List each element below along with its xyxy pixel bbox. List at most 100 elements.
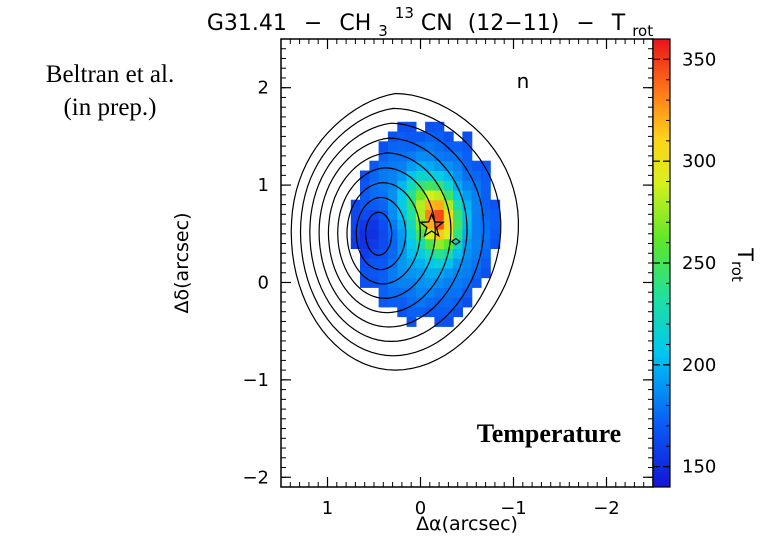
heatmap-pixel <box>406 258 417 269</box>
title-quantity: T <box>611 11 626 36</box>
title-source: G31.41 <box>207 11 287 36</box>
heatmap-pixel <box>387 141 398 152</box>
colorbar-tick-label: 200 <box>682 355 716 376</box>
x-axis-label: Δα(arcsec) <box>416 513 518 535</box>
heatmap-pixel <box>443 170 454 181</box>
heatmap-pixel <box>406 180 417 191</box>
heatmap-pixel <box>453 258 463 269</box>
heatmap-pixel <box>425 190 435 201</box>
heatmap-pixel <box>425 277 435 288</box>
heatmap-pixel <box>397 287 408 298</box>
heatmap-pixel <box>378 141 389 152</box>
heatmap-pixel <box>434 160 445 171</box>
heatmap-pixel <box>360 228 370 240</box>
heatmap-pixel <box>434 238 445 249</box>
heatmap-pixel <box>397 238 408 249</box>
heatmap-pixel <box>480 199 491 210</box>
heatmap-pixel <box>425 131 435 142</box>
axis-ticks: 1 0 −1 −2 2 1 0 −1 −2 <box>242 39 653 519</box>
heatmap-pixel <box>415 219 426 230</box>
heatmap-pixel <box>443 190 454 201</box>
heatmap-pixel <box>443 316 454 327</box>
heatmap-pixel <box>387 277 398 288</box>
heatmap-pixel <box>425 287 435 298</box>
heatmap-pixel <box>378 151 389 162</box>
heatmap-pixel <box>425 160 435 171</box>
heatmap-pixel <box>480 209 491 220</box>
heatmap-pixel <box>453 151 463 162</box>
heatmap-pixel <box>406 277 417 288</box>
heatmap-pixel <box>462 170 473 181</box>
title-transition: (12−11) <box>468 11 560 36</box>
heatmap-pixel <box>369 199 380 210</box>
heatmap-pixel <box>453 306 463 318</box>
marker-layer <box>418 212 461 246</box>
heatmap-pixel <box>471 180 482 191</box>
heatmap-pixel <box>434 180 445 191</box>
heatmap-pixel <box>434 258 445 269</box>
heatmap-pixel <box>453 199 463 210</box>
heatmap-pixel <box>350 219 361 230</box>
heatmap-pixel <box>453 248 463 259</box>
heatmap-pixel <box>425 297 435 308</box>
x-tick-label: 0 <box>415 498 426 519</box>
heatmap-pixel <box>425 170 435 181</box>
heatmap-pixel <box>434 199 445 210</box>
heatmap-pixel <box>443 248 454 259</box>
heatmap-pixel <box>471 170 482 181</box>
heatmap-pixel <box>425 209 435 220</box>
heatmap-pixel <box>397 267 408 279</box>
x-tick-label: 1 <box>322 498 333 519</box>
heatmap-pixel <box>434 141 445 152</box>
heatmap-pixel <box>462 267 473 279</box>
heatmap-pixel <box>378 258 389 269</box>
heatmap-pixel <box>434 287 445 298</box>
heatmap-pixel <box>387 287 398 298</box>
temperature-heatmap <box>350 121 501 327</box>
heatmap-pixel <box>397 277 408 288</box>
heatmap-pixel <box>360 180 370 191</box>
heatmap-pixel <box>369 170 380 181</box>
heatmap-pixel <box>369 238 380 249</box>
contour-level <box>299 107 502 357</box>
heatmap-pixel <box>480 258 491 269</box>
heatmap-pixel <box>453 219 463 230</box>
heatmap-pixel <box>415 248 426 259</box>
heatmap-pixel <box>378 267 389 279</box>
heatmap-pixel <box>369 258 380 269</box>
heatmap-pixel <box>434 170 445 181</box>
heatmap-pixel <box>462 277 473 288</box>
heatmap-pixel <box>397 219 408 230</box>
heatmap-pixel <box>387 297 398 308</box>
heatmap-pixel <box>387 170 398 181</box>
title-quantity-sub: rot <box>632 22 653 40</box>
heatmap-pixel <box>378 170 389 181</box>
heatmap-pixel <box>480 267 491 279</box>
heatmap-pixel <box>471 219 482 230</box>
heatmap-pixel <box>378 219 389 230</box>
heatmap-pixel <box>415 190 426 201</box>
heatmap-pixel <box>415 297 426 308</box>
heatmap-pixel <box>406 287 417 298</box>
heatmap-pixel <box>397 121 408 133</box>
heatmap-pixel <box>434 306 445 318</box>
heatmap-pixel <box>415 141 426 152</box>
heatmap-pixel <box>480 170 491 181</box>
heatmap-pixel <box>360 267 370 279</box>
x-tick-label: −2 <box>593 498 620 519</box>
contour-level <box>327 152 452 314</box>
heatmap-pixel <box>480 180 491 191</box>
heatmap-pixel <box>462 190 473 201</box>
heatmap-pixel <box>434 190 445 201</box>
heatmap-pixel <box>471 209 482 220</box>
heatmap-pixel <box>434 219 445 230</box>
heatmap-pixel <box>415 238 426 249</box>
heatmap-pixel <box>443 209 454 220</box>
heatmap-pixel <box>406 199 417 210</box>
colorbar-tick-label: 150 <box>682 457 716 478</box>
heatmap-pixel <box>378 228 389 240</box>
heatmap-pixel <box>360 190 370 201</box>
heatmap-pixel <box>397 228 408 240</box>
heatmap-pixel <box>360 199 370 210</box>
